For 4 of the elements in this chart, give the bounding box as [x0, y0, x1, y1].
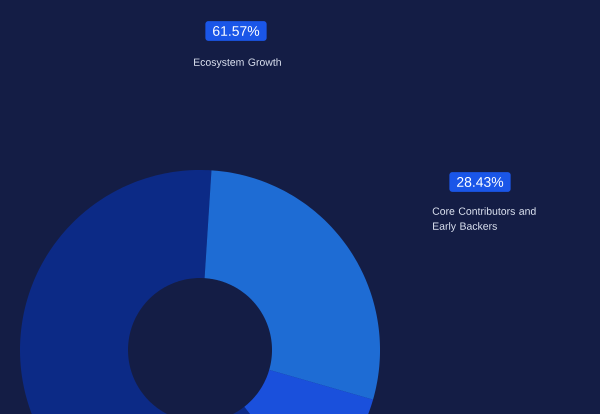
data-label: 61.57%	[213, 26, 260, 36]
slice-label: Ecosystem Growth	[194, 58, 281, 68]
data-label: 28.43%	[457, 177, 504, 187]
slice-label: Core Contributors and Early Backers	[432, 207, 536, 232]
